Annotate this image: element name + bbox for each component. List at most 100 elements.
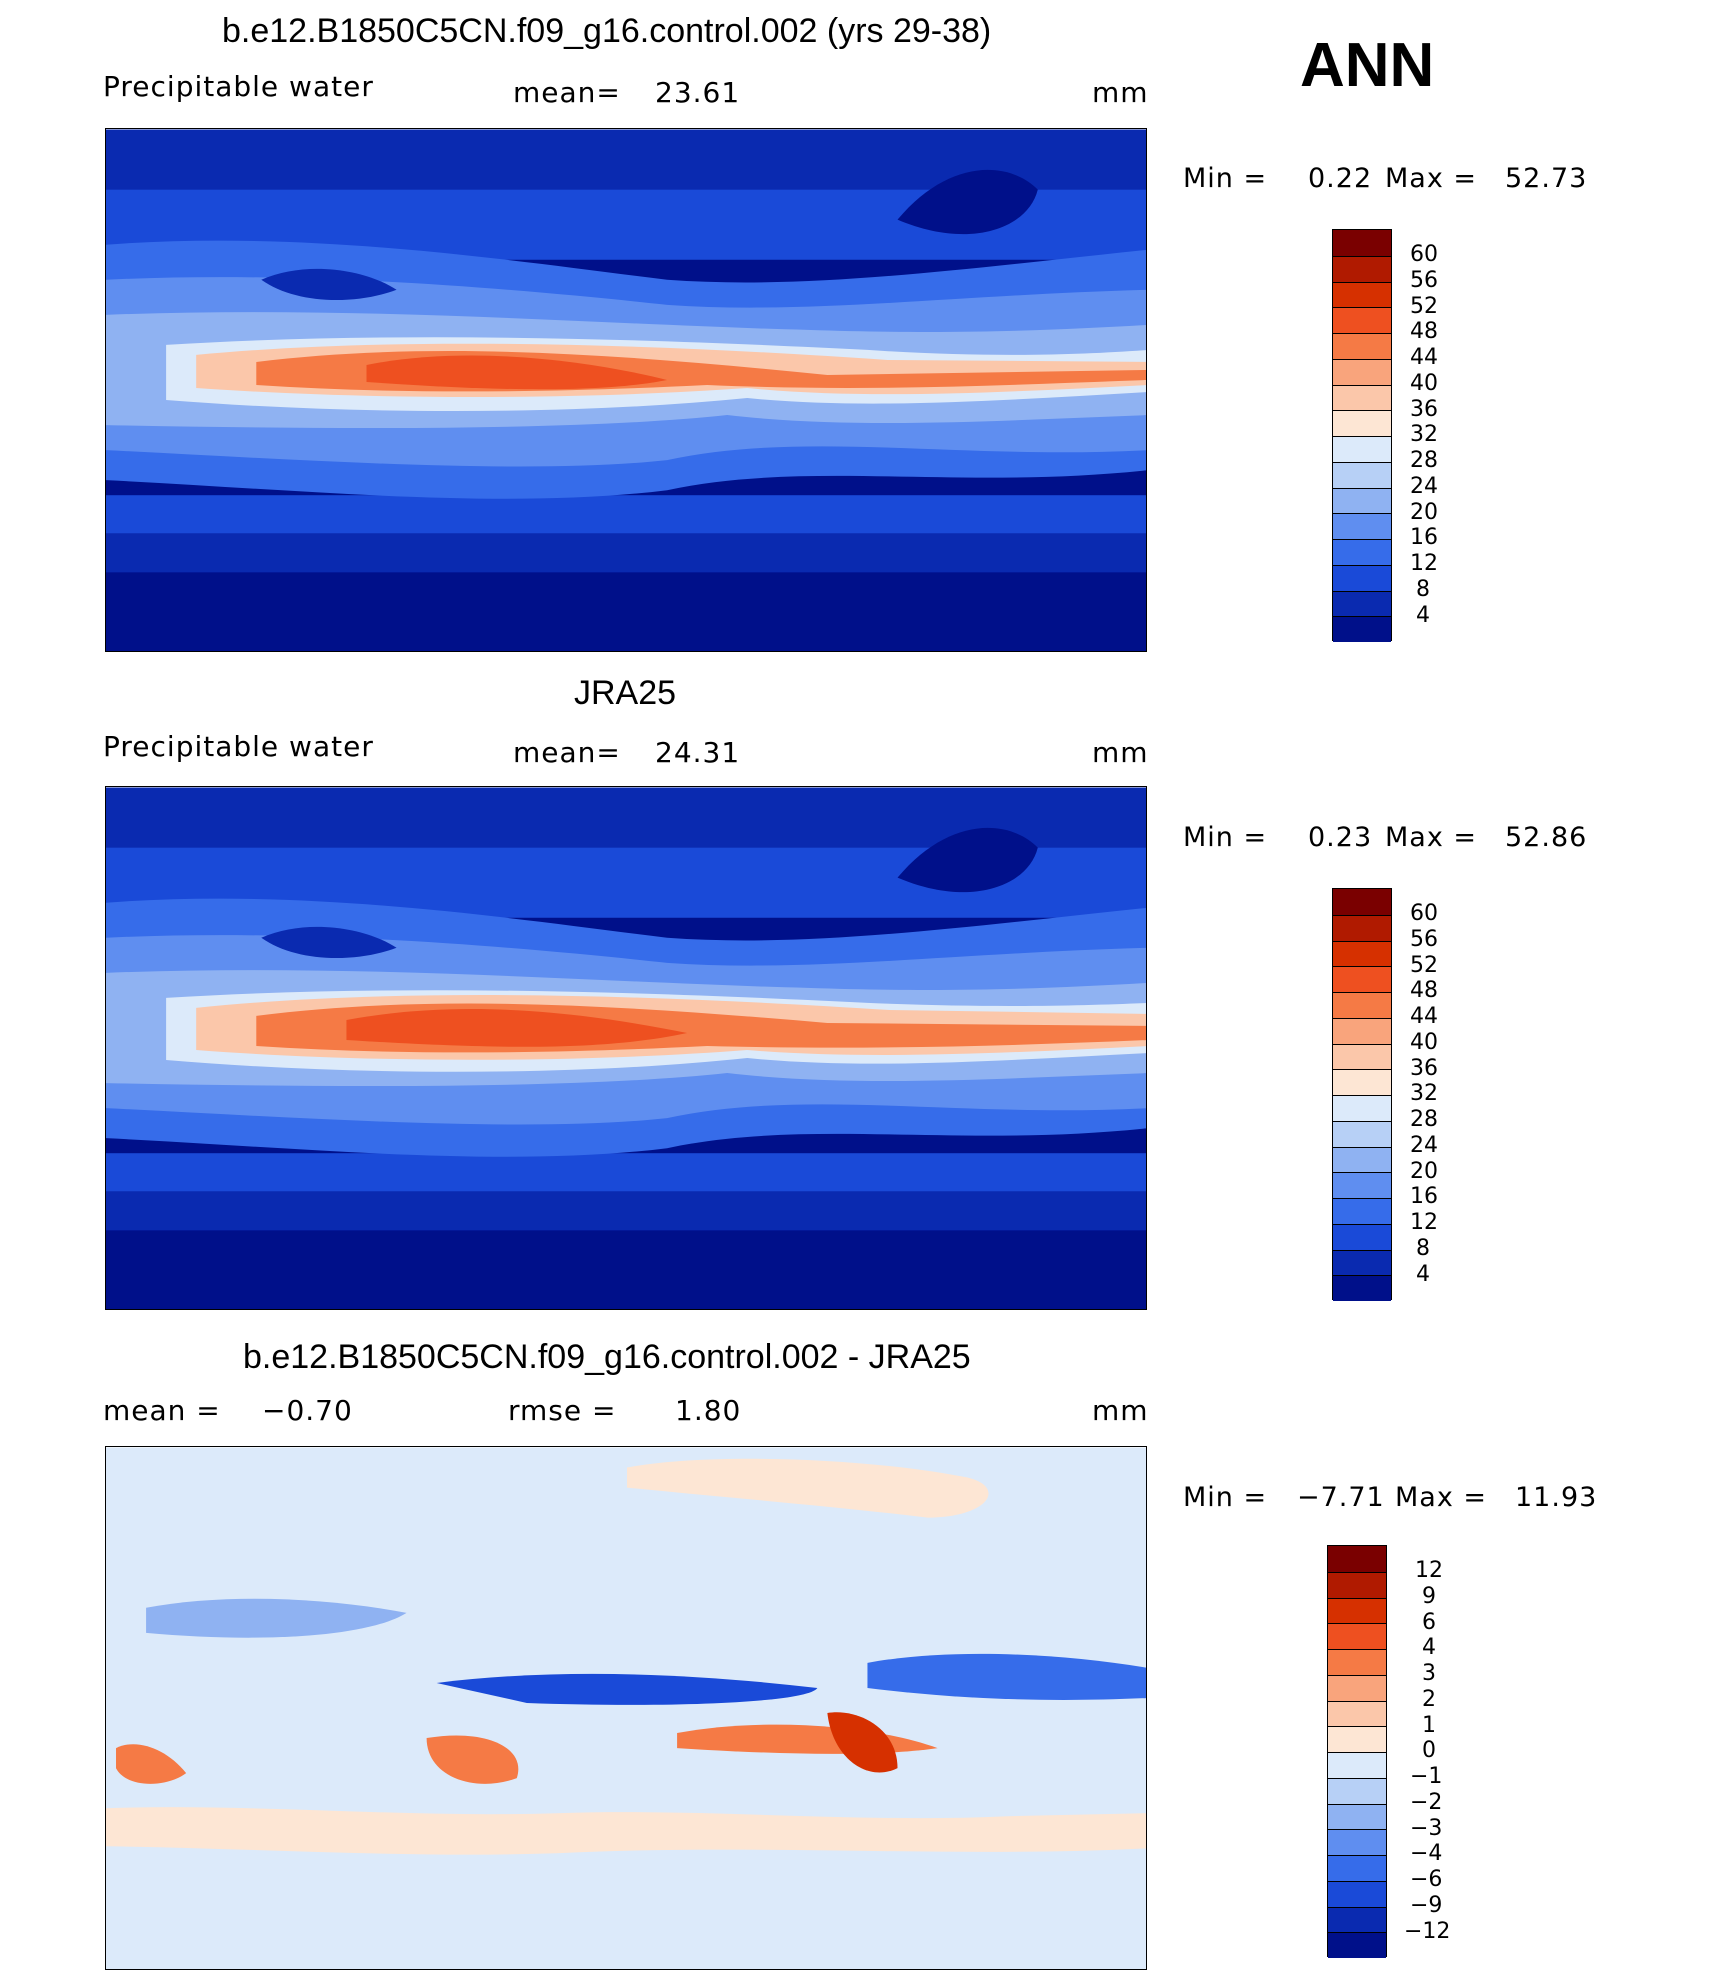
panel-2-colorbar-segment	[1333, 940, 1391, 967]
panel-1-colorbar-segment	[1333, 384, 1391, 411]
panel-1-title: b.e12.B1850C5CN.f09_g16.control.002 (yrs…	[222, 12, 992, 50]
panel-3-colorbar-segment	[1328, 1855, 1386, 1881]
panel-2-colorbar-segment	[1333, 1249, 1391, 1276]
panel-1-colorbar-label: 32	[1410, 422, 1438, 447]
panel-1-variable: Precipitable water	[103, 70, 374, 103]
panel-3-colorbar	[1327, 1545, 1387, 1958]
panel-3-colorbar-label: −2	[1410, 1790, 1443, 1815]
panel-1-colorbar-segment	[1333, 513, 1391, 539]
panel-3-units: mm	[1092, 1394, 1149, 1427]
panel-1-colorbar-segment	[1333, 616, 1391, 642]
panel-3-colorbar-label: −6	[1410, 1867, 1443, 1892]
panel-2-colorbar-segment	[1333, 1120, 1391, 1147]
panel-2-mean-label: mean=	[513, 736, 621, 769]
panel-2-title: JRA25	[574, 674, 677, 712]
panel-1-field	[106, 129, 1146, 651]
panel-1-max-value: 52.73	[1505, 163, 1588, 194]
panel-1-colorbar-label: 44	[1410, 345, 1438, 370]
panel-2-colorbar-segment	[1333, 1069, 1391, 1095]
panel-1-colorbar-label: 36	[1410, 397, 1438, 422]
panel-3-colorbar-label: −9	[1410, 1893, 1443, 1918]
panel-3-colorbar-segment	[1328, 1597, 1386, 1624]
panel-1-max-label: Max =	[1385, 163, 1478, 194]
panel-3-colorbar-label: 1	[1422, 1713, 1436, 1738]
panel-3-colorbar-segment	[1328, 1674, 1386, 1701]
panel-2-colorbar-label: 20	[1410, 1159, 1438, 1184]
panel-1-colorbar-label: 56	[1410, 268, 1438, 293]
panel-2-colorbar-segment	[1333, 1223, 1391, 1250]
panel-3-rmse-value: 1.80	[675, 1394, 742, 1427]
panel-1-colorbar-segment	[1333, 539, 1391, 565]
panel-2-colorbar-segment	[1333, 966, 1391, 992]
panel-3-colorbar-segment	[1328, 1571, 1386, 1598]
panel-1-colorbar-label: 48	[1410, 319, 1438, 344]
panel-1-colorbar-segment	[1333, 461, 1391, 488]
panel-3-mean-value: −0.70	[262, 1394, 353, 1427]
panel-2-units: mm	[1092, 736, 1149, 769]
panel-2-colorbar-label: 28	[1410, 1107, 1438, 1132]
panel-3-colorbar-segment	[1328, 1906, 1386, 1933]
panel-1-colorbar-label: 12	[1410, 551, 1438, 576]
panel-2-colorbar-label: 4	[1416, 1262, 1430, 1287]
panel-2-colorbar-label: 60	[1410, 901, 1438, 926]
panel-3-min-label: Min =	[1183, 1482, 1268, 1513]
panel-2-colorbar-segment	[1333, 1172, 1391, 1198]
panel-3-max-label: Max =	[1395, 1482, 1488, 1513]
panel-3-title: b.e12.B1850C5CN.f09_g16.control.002 - JR…	[243, 1338, 971, 1376]
panel-1-colorbar-segment	[1333, 436, 1391, 462]
panel-3-colorbar-segment	[1328, 1932, 1386, 1958]
panel-1-min-value: 0.22	[1308, 163, 1373, 194]
panel-2-colorbar-segment	[1333, 1017, 1391, 1044]
panel-1-colorbar-label: 52	[1410, 294, 1438, 319]
panel-1-colorbar-label: 16	[1410, 525, 1438, 550]
panel-1-colorbar-label: 24	[1410, 474, 1438, 499]
panel-2-colorbar	[1332, 888, 1392, 1301]
panel-1-colorbar-label: 28	[1410, 448, 1438, 473]
panel-3-map	[105, 1446, 1147, 1970]
panel-1-map	[105, 128, 1147, 652]
panel-2-colorbar-label: 12	[1410, 1210, 1438, 1235]
panel-2-colorbar-label: 56	[1410, 927, 1438, 952]
panel-3-colorbar-label: 2	[1422, 1687, 1436, 1712]
panel-3-colorbar-label: 0	[1422, 1738, 1436, 1763]
panel-3-colorbar-label: −1	[1410, 1764, 1443, 1789]
panel-1-colorbar-segment	[1333, 358, 1391, 385]
panel-1-mean-label: mean=	[513, 76, 621, 109]
panel-3-colorbar-label: −3	[1410, 1816, 1443, 1841]
panel-3-colorbar-segment	[1328, 1623, 1386, 1649]
panel-3-colorbar-segment	[1328, 1700, 1386, 1727]
panel-3-min-value: −7.71	[1297, 1482, 1385, 1513]
panel-1-colorbar-label: 8	[1416, 577, 1430, 602]
panel-2-max-value: 52.86	[1505, 822, 1588, 853]
panel-2-field	[106, 787, 1146, 1309]
panel-1-colorbar-segment	[1333, 333, 1391, 359]
panel-2-colorbar-label: 48	[1410, 978, 1438, 1003]
panel-1-colorbar-label: 40	[1410, 371, 1438, 396]
panel-2-colorbar-segment	[1333, 1146, 1391, 1173]
panel-2-colorbar-label: 52	[1410, 953, 1438, 978]
panel-3-colorbar-label: 9	[1422, 1584, 1436, 1609]
panel-2-colorbar-label: 32	[1410, 1081, 1438, 1106]
panel-3-rmse-label: rmse =	[508, 1394, 617, 1427]
panel-1-colorbar-label: 4	[1416, 603, 1430, 628]
panel-2-colorbar-label: 36	[1410, 1056, 1438, 1081]
panel-3-field	[106, 1447, 1146, 1969]
panel-1-colorbar-segment	[1333, 410, 1391, 436]
panel-3-colorbar-segment	[1328, 1880, 1386, 1907]
panel-2-colorbar-segment	[1333, 914, 1391, 941]
panel-1-units: mm	[1092, 76, 1149, 109]
panel-1-colorbar-segment	[1333, 487, 1391, 514]
panel-1-colorbar-segment	[1333, 230, 1391, 256]
panel-1-min-label: Min =	[1183, 163, 1268, 194]
panel-1-colorbar-label: 20	[1410, 500, 1438, 525]
panel-2-min-value: 0.23	[1308, 822, 1373, 853]
panel-1-mean-value: 23.61	[655, 76, 741, 109]
panel-2-colorbar-label: 8	[1416, 1236, 1430, 1261]
panel-1-colorbar-segment	[1333, 564, 1391, 591]
panel-2-mean-value: 24.31	[655, 736, 741, 769]
panel-3-colorbar-segment	[1328, 1777, 1386, 1804]
panel-2-max-label: Max =	[1385, 822, 1478, 853]
panel-1-colorbar	[1332, 229, 1392, 642]
panel-2-colorbar-segment	[1333, 992, 1391, 1018]
panel-1-colorbar-segment	[1333, 281, 1391, 308]
